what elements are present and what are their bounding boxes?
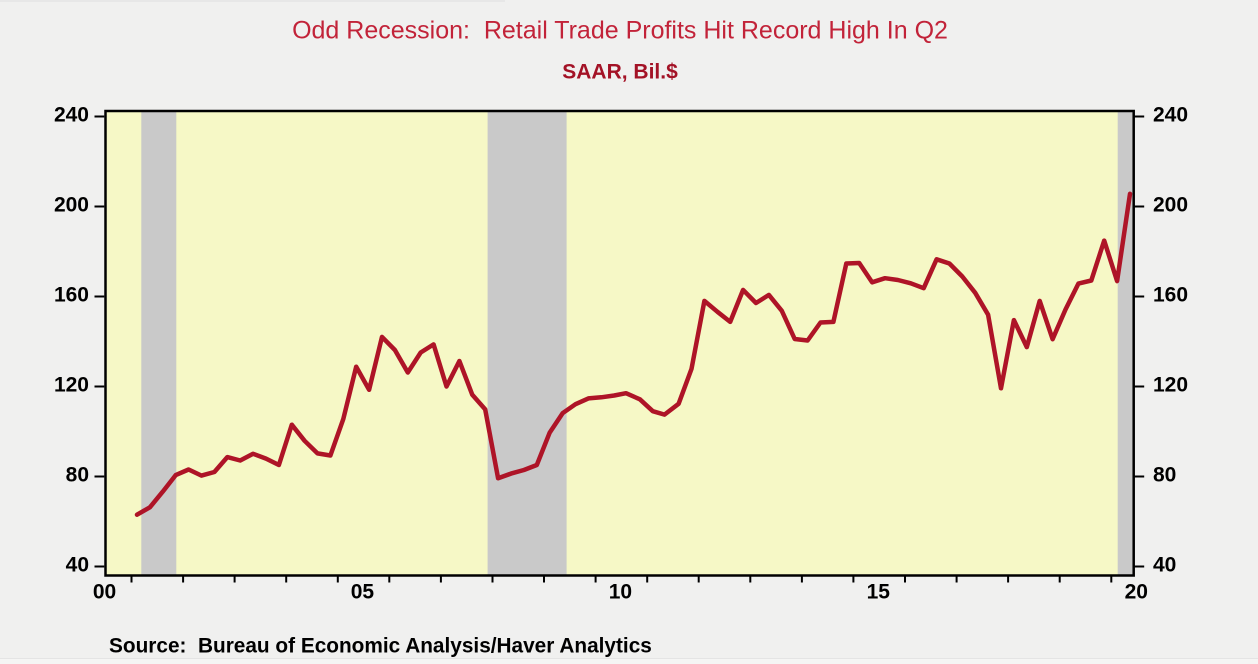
svg-text:200: 200 xyxy=(54,194,89,217)
svg-text:40: 40 xyxy=(1153,554,1176,577)
svg-text:40: 40 xyxy=(66,554,89,577)
svg-text:Source: Bureau of Economic An: Source: Bureau of Economic Analysis/Have… xyxy=(109,635,652,658)
svg-text:200: 200 xyxy=(1153,194,1188,217)
svg-text:120: 120 xyxy=(54,374,89,397)
svg-text:20: 20 xyxy=(1125,581,1148,604)
svg-text:Odd Recession: Retail Trade P: Odd Recession: Retail Trade Profits Hit … xyxy=(292,17,948,45)
svg-text:SAAR, Bil.$: SAAR, Bil.$ xyxy=(562,61,678,84)
svg-text:10: 10 xyxy=(609,581,632,604)
svg-text:80: 80 xyxy=(1153,464,1176,487)
svg-text:160: 160 xyxy=(54,284,89,307)
svg-text:160: 160 xyxy=(1153,284,1188,307)
svg-text:240: 240 xyxy=(1153,104,1188,127)
svg-text:80: 80 xyxy=(66,464,89,487)
svg-text:240: 240 xyxy=(54,104,89,127)
svg-text:120: 120 xyxy=(1153,374,1188,397)
svg-text:00: 00 xyxy=(93,581,116,604)
svg-text:05: 05 xyxy=(351,581,375,604)
svg-text:15: 15 xyxy=(867,581,891,604)
